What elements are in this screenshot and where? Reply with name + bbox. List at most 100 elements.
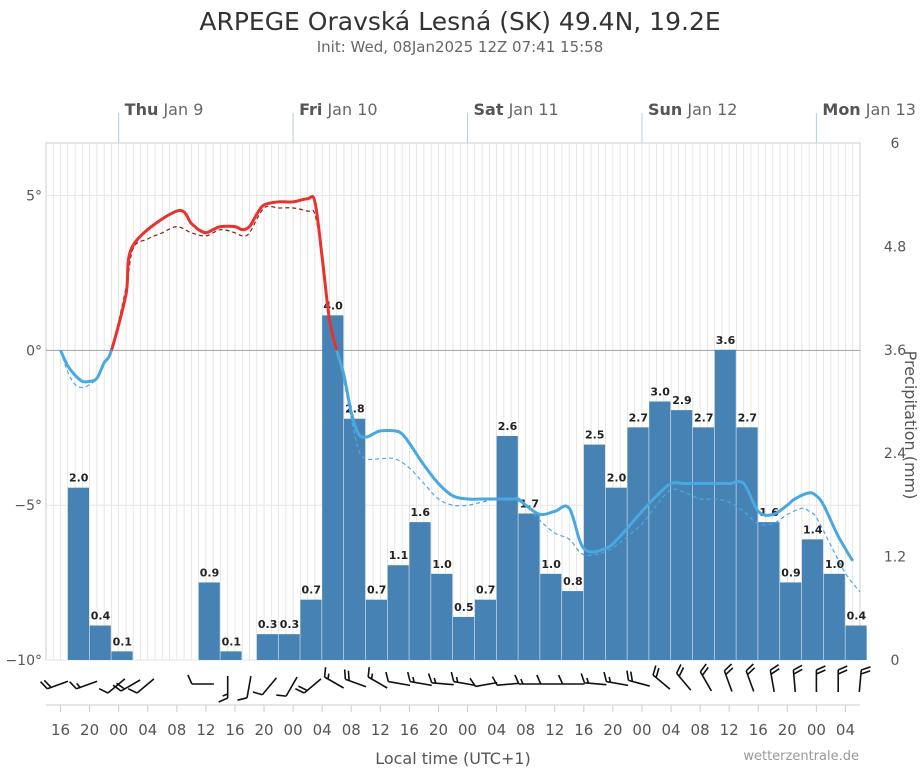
wind-barb-shaft: [497, 682, 520, 687]
day-label-date: Jan 12: [682, 100, 737, 119]
precip-bar: [605, 487, 627, 660]
precip-bar: [220, 651, 242, 660]
x-axis-tick-label: 00: [807, 721, 826, 739]
wind-barb: [652, 665, 671, 690]
wind-barb: [769, 664, 780, 693]
wind-barb-shaft: [246, 675, 252, 698]
day-label-weekday: Mon: [822, 100, 860, 119]
wind-barb-flag: [837, 665, 848, 671]
x-axis-tick-label: 12: [196, 721, 215, 739]
precip-bar-label: 0.8: [563, 575, 583, 588]
x-axis-tick-label: 00: [632, 721, 651, 739]
day-label: Sun Jan 12: [648, 100, 738, 119]
wind-barb-flag: [112, 684, 122, 692]
wind-barb: [343, 669, 367, 688]
wind-barb-flag: [860, 670, 871, 675]
wind-barb-flag: [630, 671, 634, 682]
axes: Thu Jan 9 Fri Jan 10 Sat Jan 11 Sun Jan 12 M…: [5, 100, 915, 739]
precip-bar: [278, 634, 300, 660]
wind-barb-flag: [745, 663, 754, 672]
wind-barb-flag: [294, 687, 305, 694]
wind-barb-flag: [514, 674, 520, 685]
chart-subtitle: Init: Wed, 08Jan2025 12Z 07:41 15:58: [317, 38, 604, 56]
wind-barb-flag: [652, 665, 657, 676]
wind-barb-flag: [218, 697, 229, 703]
precip-bar: [89, 625, 111, 660]
wind-barb-shaft: [107, 678, 126, 694]
chart-title: ARPEGE Oravská Lesná (SK) 49.4N, 19.2E: [199, 7, 720, 36]
wind-barb-shaft: [136, 678, 155, 694]
right-axis-tick-label: 4.8: [884, 239, 906, 255]
wind-barbs: [39, 663, 871, 703]
precip-bar: [67, 487, 90, 660]
wind-barb-half-flag: [520, 678, 524, 685]
x-axis-tick-label: 00: [109, 721, 128, 739]
wind-barb: [69, 680, 98, 690]
precip-bar-label: 0.1: [113, 635, 133, 648]
wind-barb-shaft: [388, 680, 411, 687]
x-axis-tick-label: 08: [516, 721, 535, 739]
wind-barb: [218, 676, 229, 703]
wind-barb-flag: [385, 671, 390, 682]
day-label-weekday: Sun: [648, 100, 682, 119]
wind-barb-flag: [69, 681, 78, 690]
wind-barb-half-flag: [76, 682, 81, 688]
wind-barb: [491, 676, 520, 687]
day-label: Fri Jan 10: [299, 100, 377, 119]
right-axis-tick-label: 3.6: [884, 343, 906, 359]
x-axis-tick-label: 20: [429, 721, 448, 739]
wind-barb-flag: [98, 687, 109, 694]
wind-barb: [406, 671, 432, 687]
wind-barb-half-flag: [412, 676, 415, 683]
precip-bar-label: 0.3: [280, 618, 300, 631]
x-axis-title: Local time (UTC+1): [375, 749, 531, 768]
wind-barb: [187, 674, 214, 685]
precip-bar-label: 2.0: [69, 472, 89, 485]
right-axis-tick-label: 1.2: [884, 550, 906, 566]
wind-barb-flag: [626, 670, 630, 681]
right-axis-tick-label: 0: [891, 653, 900, 669]
day-label: Mon Jan 13: [822, 100, 916, 119]
wind-barb: [98, 678, 126, 694]
day-label-weekday: Thu: [125, 100, 159, 119]
wind-barb: [626, 670, 650, 687]
right-axis-tick-label: 6: [891, 136, 900, 152]
day-label: Thu Jan 9: [125, 100, 204, 119]
wind-barb-flag: [406, 671, 411, 682]
wind-barb-half-flag: [327, 673, 330, 680]
wind-barb: [514, 674, 541, 685]
wind-barb-flag: [699, 663, 707, 673]
wind-barb: [699, 663, 713, 692]
precip-bar: [780, 582, 802, 660]
wind-barb: [675, 664, 692, 691]
wind-barb: [427, 673, 454, 686]
x-axis-tick-label: 16: [574, 721, 593, 739]
wind-barb-flag: [536, 674, 542, 685]
credit-text: wetterzentrale.de: [743, 749, 859, 764]
precip-bar-label: 1.1: [389, 549, 409, 562]
left-axis-tick-label: 0°: [26, 343, 42, 359]
precip-bar: [453, 616, 475, 660]
precip-bar: [692, 427, 715, 660]
precip-bar: [823, 573, 845, 660]
precip-bar-label: 0.4: [847, 610, 867, 623]
wind-barb-flag: [298, 685, 308, 692]
wind-barb: [252, 677, 278, 696]
x-axis-tick-label: 16: [749, 721, 768, 739]
wind-barb-flag: [276, 694, 287, 697]
day-label-weekday: Fri: [299, 100, 322, 119]
x-axis-tick-label: 16: [225, 721, 244, 739]
wind-barb: [536, 674, 563, 685]
precip-bar: [496, 435, 518, 660]
wind-barb: [385, 671, 411, 687]
precip-bar-label: 2.7: [738, 411, 758, 424]
wind-barb: [39, 679, 69, 690]
precip-bar: [627, 427, 649, 660]
precip-bar-label: 2.7: [694, 411, 714, 424]
wind-barb-shaft: [285, 676, 298, 697]
wind-barb-flag: [427, 673, 433, 684]
wind-barb-half-flag: [433, 677, 437, 684]
wind-barb-flag: [837, 669, 848, 675]
wind-barb-flag: [367, 667, 371, 678]
